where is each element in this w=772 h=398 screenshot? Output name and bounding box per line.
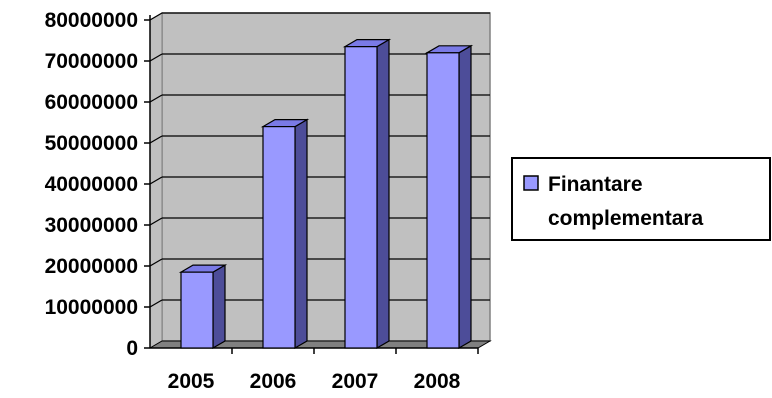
bar-side [212,264,226,350]
bar [180,271,214,349]
gridline-diagonal [149,53,163,62]
legend-label-line-2: complementara [548,207,704,230]
gridline-diagonal [149,217,163,226]
legend-swatch [523,175,539,191]
bars [178,38,474,350]
y-tick-label: 30000000 [45,214,138,237]
x-tick-label: 2006 [250,370,297,393]
y-tick-label: 70000000 [45,50,138,73]
y-axis-tick-labels: 0 10000000 20000000 30000000 40000000 5000000… [45,9,138,360]
x-tick-label: 2005 [168,370,215,393]
y-tick-label: 80000000 [45,9,138,32]
bar [426,52,460,349]
y-tick-label: 10000000 [45,296,138,319]
x-tick-label: 2008 [414,370,461,393]
gridline-diagonal [149,299,163,308]
x-tick-label: 2007 [332,370,379,393]
bar-side [458,44,472,350]
y-tick-label: 0 [126,337,138,360]
x-axis-tick-labels: 2005 2006 2007 2008 [168,370,461,393]
legend-box [511,157,771,241]
bar [344,46,378,349]
bar-side [294,118,308,350]
bar [262,125,296,349]
gridline-diagonal [149,258,163,267]
y-tick-label: 40000000 [45,173,138,196]
gridline-diagonal [149,12,163,21]
bar-side [376,38,390,350]
gridline-diagonal [149,135,163,144]
y-tick-label: 60000000 [45,91,138,114]
y-tick-label: 50000000 [45,132,138,155]
legend: Finantare complementara [511,157,771,241]
gridline-diagonal [149,176,163,185]
y-tick-label: 20000000 [45,255,138,278]
legend-label-line-1: Finantare [548,173,643,196]
gridline-diagonal [149,94,163,103]
